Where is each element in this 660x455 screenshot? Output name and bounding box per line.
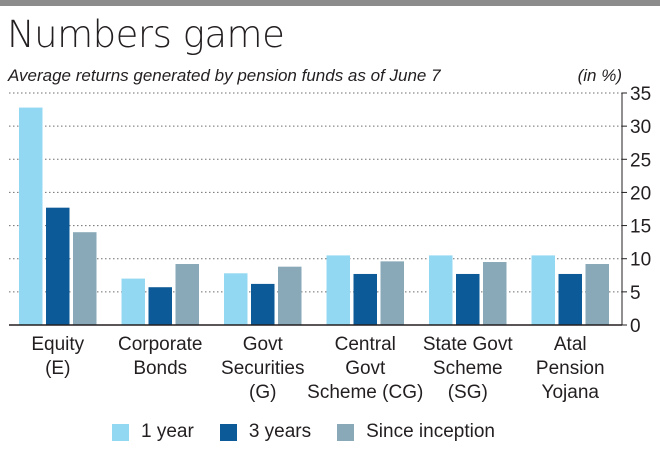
bar-1-year xyxy=(224,273,248,325)
bar-3-years xyxy=(251,283,275,325)
y-tick-label: 35 xyxy=(630,84,651,105)
bar-3-years xyxy=(558,273,582,325)
category-label: Yojana xyxy=(542,382,600,403)
legend-label-3-years: 3 years xyxy=(248,421,312,442)
bar-since-inception xyxy=(483,262,507,325)
y-tick-label: 15 xyxy=(630,217,651,238)
bar-since-inception xyxy=(380,261,404,325)
top-rule xyxy=(0,0,660,6)
bar-since-inception xyxy=(278,266,302,325)
legend-swatch-since-inception xyxy=(337,423,355,441)
legend: 1 year 3 years Since inception xyxy=(112,420,495,444)
legend-swatch-3-years xyxy=(219,423,237,441)
category-label: (SG) xyxy=(448,382,488,403)
bar-3-years xyxy=(353,273,377,325)
category-label: Bonds xyxy=(133,358,187,379)
bar-since-inception xyxy=(73,232,97,325)
category-label: (E) xyxy=(45,358,70,379)
bar-1-year xyxy=(326,255,350,325)
legend-item-1-year: 1 year xyxy=(112,421,194,443)
bar-1-year xyxy=(19,107,43,325)
category-label: Securities xyxy=(221,358,304,379)
y-tick-label: 5 xyxy=(630,283,641,304)
bar-3-years xyxy=(456,273,480,325)
bar-1-year xyxy=(531,255,555,325)
category-label: Equity xyxy=(31,334,84,355)
bar-3-years xyxy=(148,287,172,325)
category-label: Scheme (CG) xyxy=(307,382,423,403)
category-label: State Govt xyxy=(423,334,513,355)
chart-subtitle: Average returns generated by pension fun… xyxy=(8,66,441,85)
bar-1-year xyxy=(429,255,453,325)
legend-swatch-1-year xyxy=(112,423,129,441)
category-label: Pension xyxy=(536,358,605,379)
category-label: Scheme xyxy=(433,358,503,379)
y-tick-label: 10 xyxy=(630,250,651,271)
y-tick-label: 20 xyxy=(630,183,651,204)
category-label: Central xyxy=(335,334,396,355)
y-tick-label: 25 xyxy=(630,150,651,171)
legend-item-since-inception: Since inception xyxy=(337,421,495,443)
category-label: (G) xyxy=(249,382,276,403)
legend-item-3-years: 3 years xyxy=(219,421,312,443)
legend-label-since-inception: Since inception xyxy=(366,421,495,442)
y-tick-label: 30 xyxy=(630,117,651,138)
bar-1-year xyxy=(121,278,145,325)
category-label: Govt xyxy=(243,334,284,355)
bar-since-inception xyxy=(585,264,609,325)
y-tick-label: 0 xyxy=(630,316,641,337)
bar-3-years xyxy=(46,207,70,325)
category-label: Govt xyxy=(345,358,386,379)
chart-title: Numbers game xyxy=(7,13,285,56)
category-label: Corporate xyxy=(118,334,203,355)
legend-label-1-year: 1 year xyxy=(141,421,194,442)
bar-since-inception xyxy=(175,264,199,325)
unit-label: (in %) xyxy=(577,66,622,85)
category-label: Atal xyxy=(554,334,587,355)
